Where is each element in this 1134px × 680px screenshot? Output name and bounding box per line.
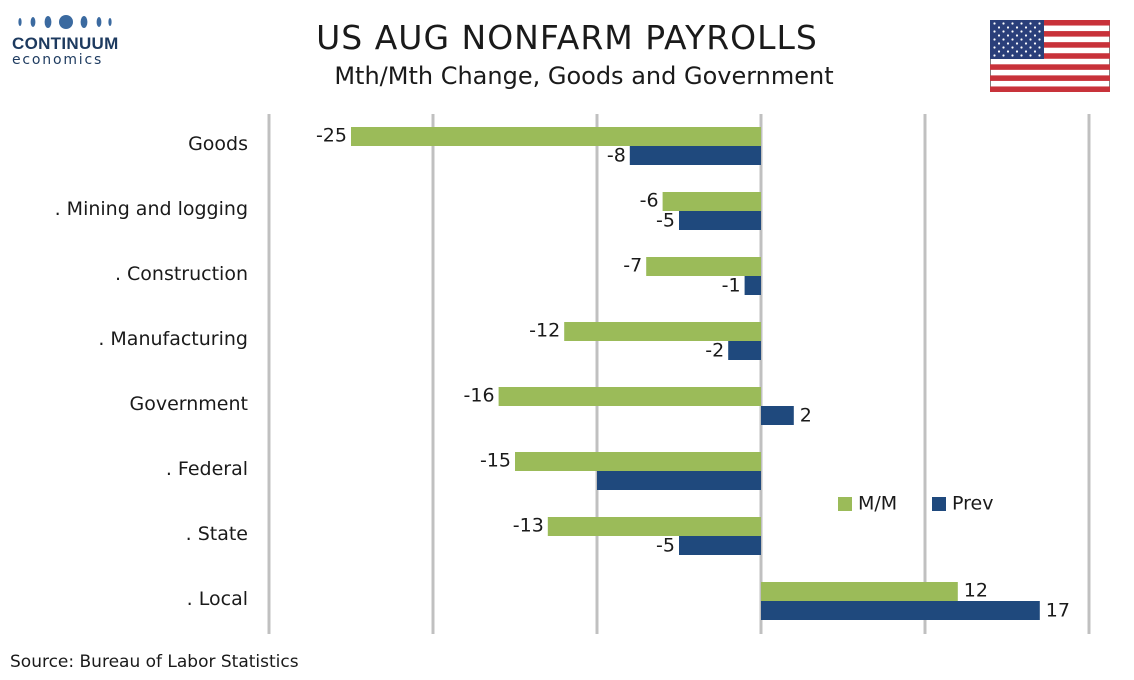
logo-line1: CONTINUUM <box>12 34 119 53</box>
data-label: 17 <box>1046 600 1070 622</box>
bar-prev <box>597 471 761 490</box>
legend-swatch-mm <box>838 497 852 511</box>
bar-mm <box>515 452 761 471</box>
data-label: 12 <box>964 580 988 602</box>
category-label: Government <box>130 393 249 415</box>
bar-mm <box>564 322 761 341</box>
category-label: Goods <box>188 133 248 155</box>
bar-prev <box>629 146 761 165</box>
bar-mm <box>498 387 761 406</box>
category-label: . Manufacturing <box>98 328 248 350</box>
us-flag-icon <box>989 19 1111 93</box>
legend-label-prev: Prev <box>952 493 993 515</box>
bar-prev <box>679 536 761 555</box>
continuum-logo: CONTINUUM economics <box>12 14 134 68</box>
data-label: -5 <box>656 535 675 557</box>
data-label: -1 <box>722 275 741 297</box>
bar-mm <box>646 257 761 276</box>
logo-line2: economics <box>12 52 104 68</box>
bar-prev <box>761 406 794 425</box>
legend: M/M Prev <box>838 493 993 515</box>
data-label: -5 <box>656 210 675 232</box>
category-label: . Construction <box>115 263 248 285</box>
data-label: -25 <box>316 125 347 147</box>
bar-prev <box>679 211 761 230</box>
legend-swatch-prev <box>932 497 946 511</box>
data-label: -2 <box>705 340 724 362</box>
bar-mm <box>761 582 958 601</box>
bar-mm <box>351 127 761 146</box>
category-labels: Goods . Mining and logging . Construction.… <box>55 133 248 610</box>
data-label: 2 <box>800 405 812 427</box>
bar-prev <box>761 601 1040 620</box>
logo-dots-icon <box>12 14 134 30</box>
chart-title: US AUG NONFARM PAYROLLS <box>316 18 818 57</box>
category-label: . State <box>186 523 248 545</box>
bar-mm <box>547 517 761 536</box>
bar-prev <box>728 341 761 360</box>
data-label: -15 <box>480 450 511 472</box>
chart-subtitle: Mth/Mth Change, Goods and Government <box>334 62 834 90</box>
data-label: -6 <box>640 190 659 212</box>
data-label: -16 <box>464 385 495 407</box>
data-label: -7 <box>623 255 642 277</box>
bar-prev <box>744 276 761 295</box>
category-label: . Mining and logging <box>55 198 248 220</box>
legend-label-mm: M/M <box>858 493 897 515</box>
bar-mm <box>662 192 761 211</box>
bars <box>351 127 1040 620</box>
source-note: Source: Bureau of Labor Statistics <box>10 652 299 672</box>
category-label: . Local <box>187 588 248 610</box>
data-label: -13 <box>513 515 544 537</box>
category-label: . Federal <box>166 458 248 480</box>
data-label: -12 <box>529 320 560 342</box>
data-label: -8 <box>607 145 626 167</box>
